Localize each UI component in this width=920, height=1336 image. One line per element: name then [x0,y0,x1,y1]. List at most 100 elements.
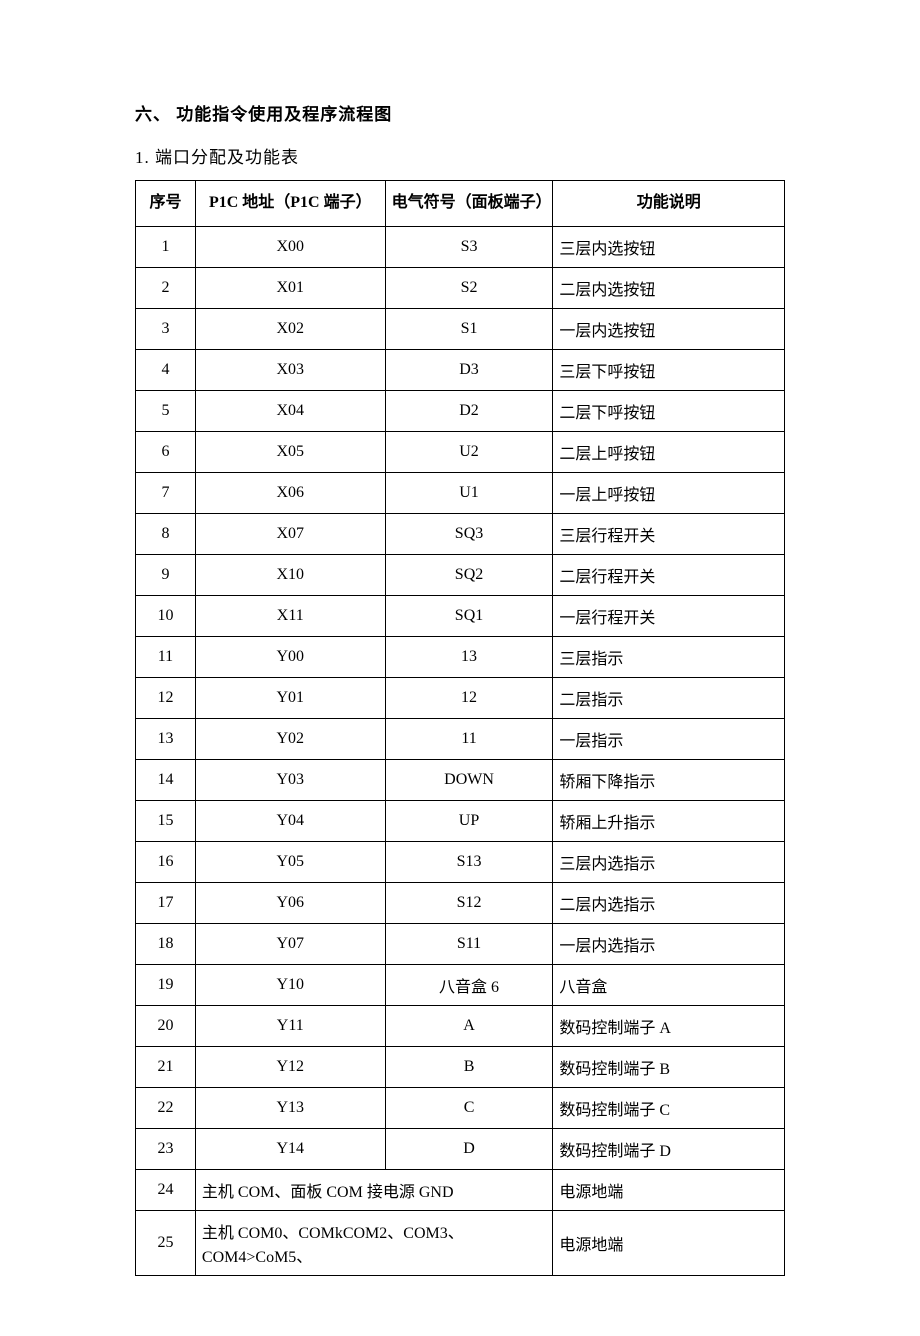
cell-addr: X05 [195,431,385,472]
cell-seq: 13 [136,718,196,759]
table-row: 20Y11A数码控制端子 A [136,1005,785,1046]
cell-desc: 三层行程开关 [553,513,785,554]
cell-sym: C [385,1087,553,1128]
table-row: 3X02S1一层内选按钮 [136,308,785,349]
table-row: 1X00S3三层内选按钮 [136,226,785,267]
table-row: 13Y0211一层指示 [136,718,785,759]
table-row: 15Y04UP轿厢上升指示 [136,800,785,841]
cell-seq: 7 [136,472,196,513]
col-header-desc: 功能说明 [553,181,785,227]
cell-seq: 25 [136,1210,196,1275]
cell-desc: 二层下呼按钮 [553,390,785,431]
section-heading: 六、 功能指令使用及程序流程图 [135,100,785,125]
cell-addr: X06 [195,472,385,513]
cell-addr: X11 [195,595,385,636]
cell-addr: Y14 [195,1128,385,1169]
cell-sym: SQ2 [385,554,553,595]
cell-merged: 主机 COM0、COMkCOM2、COM3、COM4>CoM5、 [195,1210,552,1275]
cell-desc: 数码控制端子 C [553,1087,785,1128]
cell-addr: Y07 [195,923,385,964]
cell-seq: 3 [136,308,196,349]
cell-addr: X07 [195,513,385,554]
cell-sym: D3 [385,349,553,390]
cell-sym: S1 [385,308,553,349]
cell-desc: 三层内选指示 [553,841,785,882]
cell-addr: Y01 [195,677,385,718]
cell-addr: Y00 [195,636,385,677]
cell-sym: SQ1 [385,595,553,636]
table-row: 19Y10八音盒 6八音盒 [136,964,785,1005]
cell-desc: 八音盒 [553,964,785,1005]
cell-sym: UP [385,800,553,841]
cell-seq: 14 [136,759,196,800]
cell-sym: A [385,1005,553,1046]
cell-seq: 20 [136,1005,196,1046]
cell-desc: 数码控制端子 D [553,1128,785,1169]
cell-addr: X04 [195,390,385,431]
cell-addr: X03 [195,349,385,390]
cell-seq: 18 [136,923,196,964]
table-caption: 1. 端口分配及功能表 [135,143,785,168]
port-allocation-table: 序号 P1C 地址（P1C 端子） 电气符号（面板端子） 功能说明 1X00S3… [135,180,785,1276]
cell-seq: 12 [136,677,196,718]
cell-seq: 19 [136,964,196,1005]
cell-sym: DOWN [385,759,553,800]
cell-desc: 一层指示 [553,718,785,759]
cell-addr: Y03 [195,759,385,800]
table-row: 24主机 COM、面板 COM 接电源 GND电源地端 [136,1169,785,1210]
col-header-addr: P1C 地址（P1C 端子） [195,181,385,227]
cell-desc: 二层上呼按钮 [553,431,785,472]
cell-desc: 数码控制端子 B [553,1046,785,1087]
table-row: 17Y06S12二层内选指示 [136,882,785,923]
cell-sym: U2 [385,431,553,472]
table-row: 22Y13C数码控制端子 C [136,1087,785,1128]
cell-desc: 二层内选按钮 [553,267,785,308]
table-row: 8X07SQ3三层行程开关 [136,513,785,554]
cell-sym: S12 [385,882,553,923]
cell-seq: 5 [136,390,196,431]
cell-seq: 6 [136,431,196,472]
table-row: 7X06U1一层上呼按钮 [136,472,785,513]
cell-sym: 八音盒 6 [385,964,553,1005]
cell-desc: 二层指示 [553,677,785,718]
cell-addr: X02 [195,308,385,349]
cell-addr: X10 [195,554,385,595]
cell-addr: Y12 [195,1046,385,1087]
cell-addr: X00 [195,226,385,267]
cell-seq: 17 [136,882,196,923]
cell-addr: Y02 [195,718,385,759]
cell-seq: 9 [136,554,196,595]
table-row: 23Y14D数码控制端子 D [136,1128,785,1169]
cell-seq: 1 [136,226,196,267]
table-row: 14Y03DOWN轿厢下降指示 [136,759,785,800]
cell-desc: 二层内选指示 [553,882,785,923]
cell-addr: Y06 [195,882,385,923]
cell-sym: 12 [385,677,553,718]
cell-desc: 一层内选指示 [553,923,785,964]
cell-seq: 11 [136,636,196,677]
cell-seq: 4 [136,349,196,390]
cell-seq: 8 [136,513,196,554]
table-row: 21Y12B数码控制端子 B [136,1046,785,1087]
table-row: 9X10SQ2二层行程开关 [136,554,785,595]
cell-sym: S13 [385,841,553,882]
cell-desc: 一层行程开关 [553,595,785,636]
cell-seq: 21 [136,1046,196,1087]
table-header-row: 序号 P1C 地址（P1C 端子） 电气符号（面板端子） 功能说明 [136,181,785,227]
cell-seq: 10 [136,595,196,636]
cell-sym: S3 [385,226,553,267]
cell-addr: Y13 [195,1087,385,1128]
cell-desc: 一层内选按钮 [553,308,785,349]
table-row: 4X03D3三层下呼按钮 [136,349,785,390]
cell-seq: 15 [136,800,196,841]
table-row: 25主机 COM0、COMkCOM2、COM3、COM4>CoM5、电源地端 [136,1210,785,1275]
cell-sym: B [385,1046,553,1087]
cell-desc: 电源地端 [553,1169,785,1210]
table-row: 12Y0112二层指示 [136,677,785,718]
table-row: 18Y07S11一层内选指示 [136,923,785,964]
cell-sym: 11 [385,718,553,759]
cell-sym: U1 [385,472,553,513]
cell-desc: 数码控制端子 A [553,1005,785,1046]
col-header-seq: 序号 [136,181,196,227]
col-header-sym: 电气符号（面板端子） [385,181,553,227]
